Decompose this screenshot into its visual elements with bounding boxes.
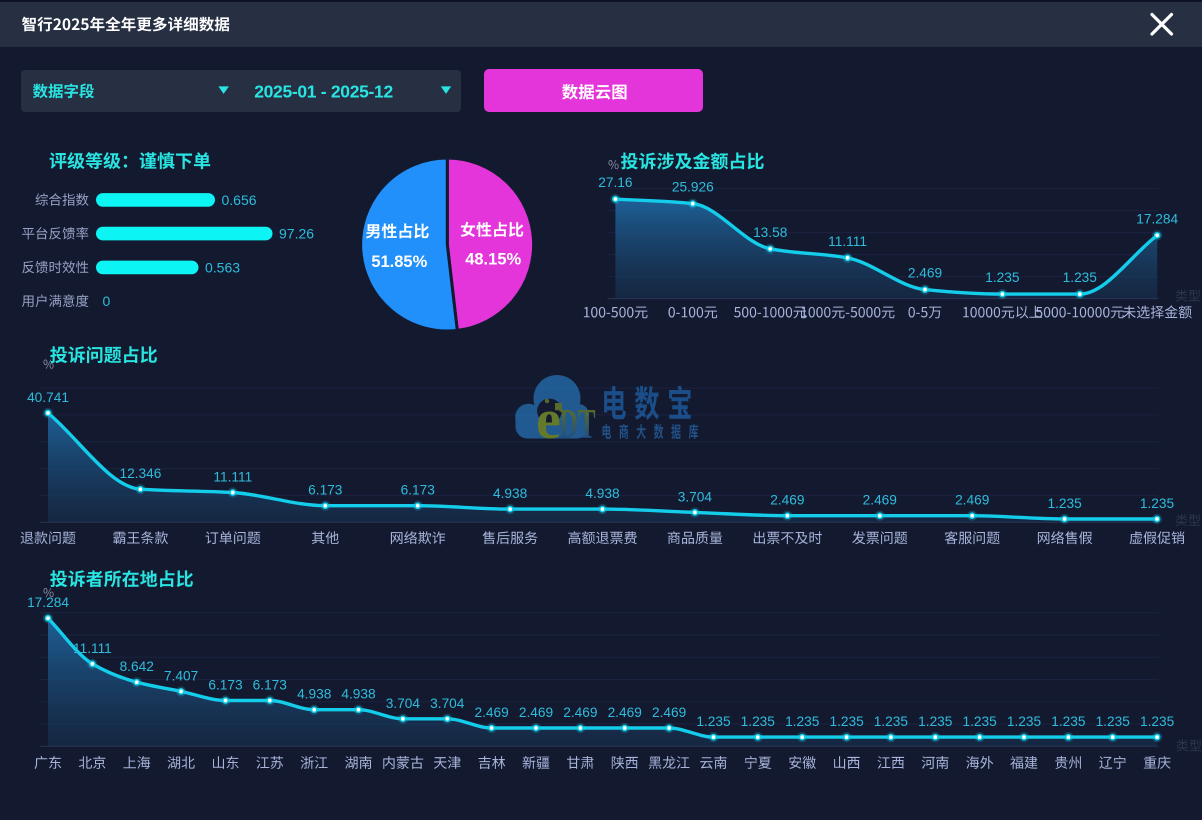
svg-text:4.938: 4.938	[297, 687, 332, 702]
svg-text:1.235: 1.235	[1140, 714, 1175, 729]
svg-text:1.235: 1.235	[1140, 496, 1175, 511]
svg-text:1.235: 1.235	[785, 714, 820, 729]
svg-text:48.15%: 48.15%	[465, 251, 521, 269]
svg-text:1.235: 1.235	[1096, 714, 1131, 729]
svg-text:11.111: 11.111	[213, 470, 252, 485]
svg-text:1.235: 1.235	[741, 714, 776, 729]
svg-text:2.469: 2.469	[474, 705, 508, 720]
svg-text:0: 0	[103, 293, 111, 309]
svg-text:2.469: 2.469	[563, 705, 597, 720]
svg-text:1.235: 1.235	[1063, 270, 1098, 285]
svg-text:2.469: 2.469	[652, 705, 686, 720]
svg-text:e: e	[536, 389, 561, 451]
svg-text:2.469: 2.469	[608, 705, 642, 720]
svg-text:DT: DT	[559, 402, 596, 448]
svg-text:3.704: 3.704	[386, 696, 421, 711]
svg-text:8.642: 8.642	[120, 659, 154, 674]
svg-text:2.469: 2.469	[955, 493, 989, 508]
svg-text:17.284: 17.284	[27, 595, 69, 610]
svg-text:1.235: 1.235	[1007, 714, 1042, 729]
svg-text:11.111: 11.111	[828, 234, 867, 249]
svg-text:6.173: 6.173	[401, 483, 436, 498]
svg-text:1.235: 1.235	[1047, 496, 1082, 511]
svg-text:4.938: 4.938	[585, 486, 620, 501]
svg-text:2.469: 2.469	[863, 493, 897, 508]
svg-text:1.235: 1.235	[874, 714, 909, 729]
svg-text:2.469: 2.469	[908, 266, 942, 281]
svg-text:6.173: 6.173	[308, 483, 343, 498]
svg-text:2025-01 - 2025-12: 2025-01 - 2025-12	[254, 82, 393, 102]
svg-text:97.26: 97.26	[279, 226, 314, 242]
svg-text:4.938: 4.938	[341, 687, 376, 702]
svg-text:0.656: 0.656	[222, 192, 257, 208]
svg-text:6.173: 6.173	[253, 678, 288, 693]
svg-text:3.704: 3.704	[678, 489, 713, 504]
svg-text:6.173: 6.173	[208, 678, 243, 693]
svg-text:3.704: 3.704	[430, 696, 465, 711]
svg-text:13.58: 13.58	[753, 225, 788, 240]
svg-text:2.469: 2.469	[770, 493, 804, 508]
svg-text:1.235: 1.235	[985, 270, 1020, 285]
svg-text:40.741: 40.741	[27, 390, 69, 405]
svg-text:1.235: 1.235	[1051, 714, 1086, 729]
svg-text:1.235: 1.235	[962, 714, 997, 729]
svg-text:1.235: 1.235	[918, 714, 953, 729]
svg-text:17.284: 17.284	[1136, 211, 1178, 226]
svg-text:25.926: 25.926	[672, 180, 714, 195]
svg-text:4.938: 4.938	[493, 486, 528, 501]
svg-text:11.111: 11.111	[73, 641, 112, 656]
svg-text:1.235: 1.235	[696, 714, 731, 729]
svg-text:12.346: 12.346	[119, 466, 161, 481]
svg-text:7.407: 7.407	[164, 668, 198, 683]
svg-text:27.16: 27.16	[598, 175, 633, 190]
svg-text:0.563: 0.563	[205, 259, 240, 275]
svg-text:1.235: 1.235	[829, 714, 864, 729]
svg-text:51.85%: 51.85%	[371, 253, 427, 271]
svg-text:2.469: 2.469	[519, 705, 553, 720]
